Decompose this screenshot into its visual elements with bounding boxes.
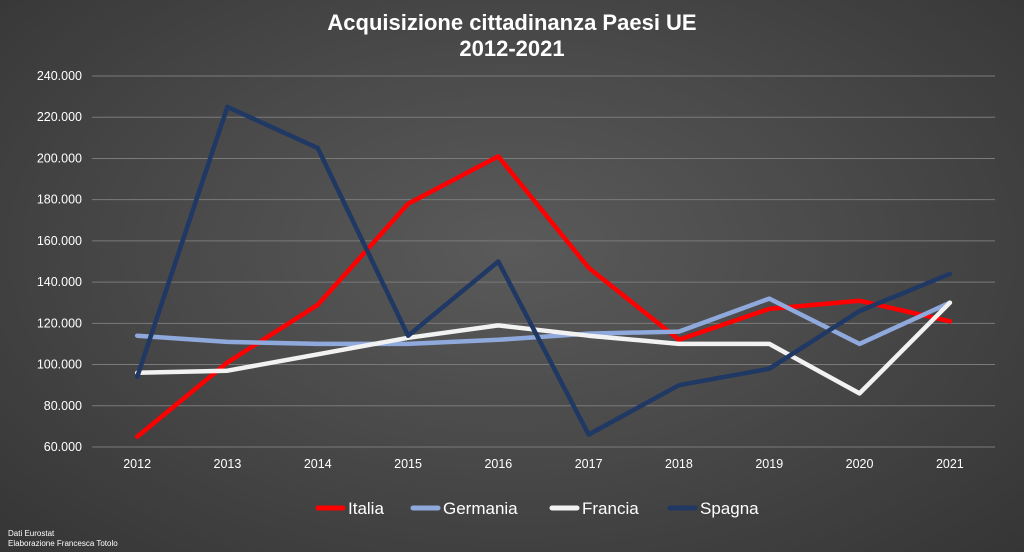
x-tick-label: 2018 (665, 457, 693, 471)
x-tick-label: 2012 (123, 457, 151, 471)
gridlines (92, 75, 995, 448)
x-tick-label: 2020 (846, 457, 874, 471)
legend-label-francia: Francia (582, 499, 639, 518)
x-axis-ticks: 2012 2013 2014 2015 2016 2017 2018 2019 2020 2021 (123, 457, 964, 471)
source-line-2: Elaborazione Francesca Totolo (8, 539, 118, 548)
series-line-italia (134, 154, 953, 439)
y-tick-label: 120.000 (37, 316, 82, 330)
series-line-spagna (134, 104, 953, 437)
x-tick-label: 2016 (484, 457, 512, 471)
chart-title-line-1: Acquisizione cittadinanza Paesi UE (327, 10, 696, 35)
y-tick-label: 240.000 (37, 69, 82, 83)
x-tick-label: 2015 (394, 457, 422, 471)
y-tick-label: 80.000 (44, 399, 82, 413)
y-axis-ticks: 60.000 80.000 100.000 120.000 140.000 160.000… (37, 69, 82, 454)
y-tick-label: 140.000 (37, 275, 82, 289)
x-tick-label: 2013 (214, 457, 242, 471)
y-tick-label: 100.000 (37, 358, 82, 372)
y-tick-label: 160.000 (37, 234, 82, 248)
series-lines (134, 104, 953, 439)
legend-label-italia: Italia (348, 499, 384, 518)
series-line-germania (134, 296, 953, 347)
x-tick-label: 2014 (304, 457, 332, 471)
series-line-francia (134, 300, 953, 396)
y-tick-label: 200.000 (37, 151, 82, 165)
legend-label-germania: Germania (443, 499, 518, 518)
x-tick-label: 2017 (575, 457, 603, 471)
source-line-1: Dati Eurostat (8, 529, 55, 538)
y-tick-label: 60.000 (44, 440, 82, 454)
x-tick-label: 2019 (755, 457, 783, 471)
chart-title-line-2: 2012-2021 (459, 36, 564, 61)
x-tick-label: 2021 (936, 457, 964, 471)
y-tick-label: 180.000 (37, 193, 82, 207)
legend: Italia Germania Francia Spagna (315, 499, 759, 518)
y-tick-label: 220.000 (37, 110, 82, 124)
legend-label-spagna: Spagna (700, 499, 759, 518)
